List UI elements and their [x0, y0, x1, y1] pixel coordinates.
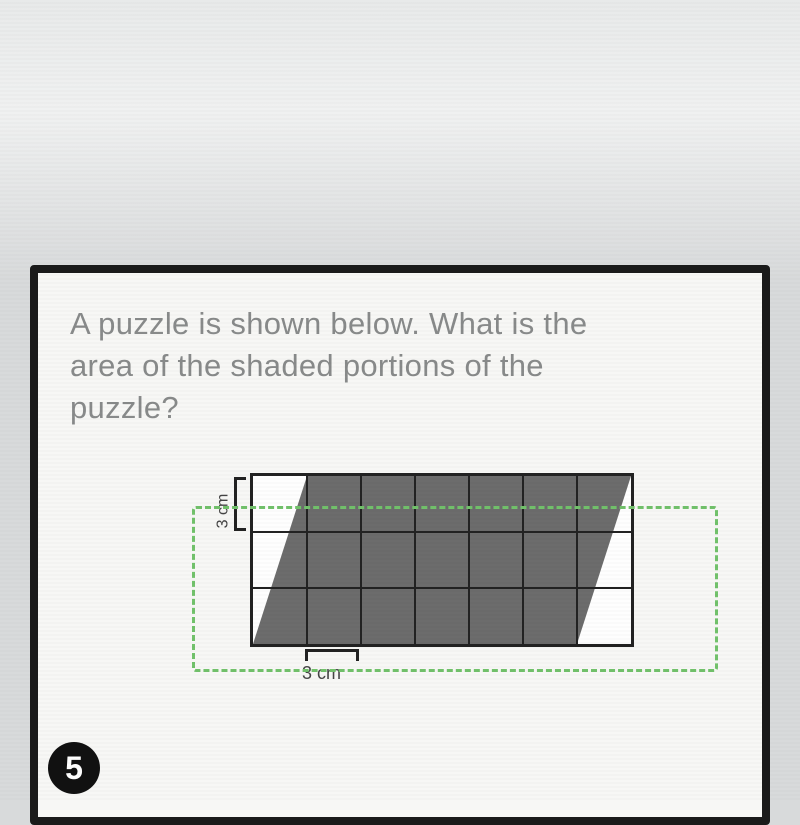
- question-text: A puzzle is shown below. What is the are…: [70, 303, 730, 429]
- question-line-3: puzzle?: [70, 390, 179, 425]
- question-number-badge: 5: [48, 742, 100, 794]
- screen-glare: [0, 0, 800, 280]
- question-line-2: area of the shaded portions of the: [70, 348, 544, 383]
- question-number: 5: [65, 750, 83, 787]
- answer-box[interactable]: [192, 506, 718, 672]
- question-line-1: A puzzle is shown below. What is the: [70, 306, 587, 341]
